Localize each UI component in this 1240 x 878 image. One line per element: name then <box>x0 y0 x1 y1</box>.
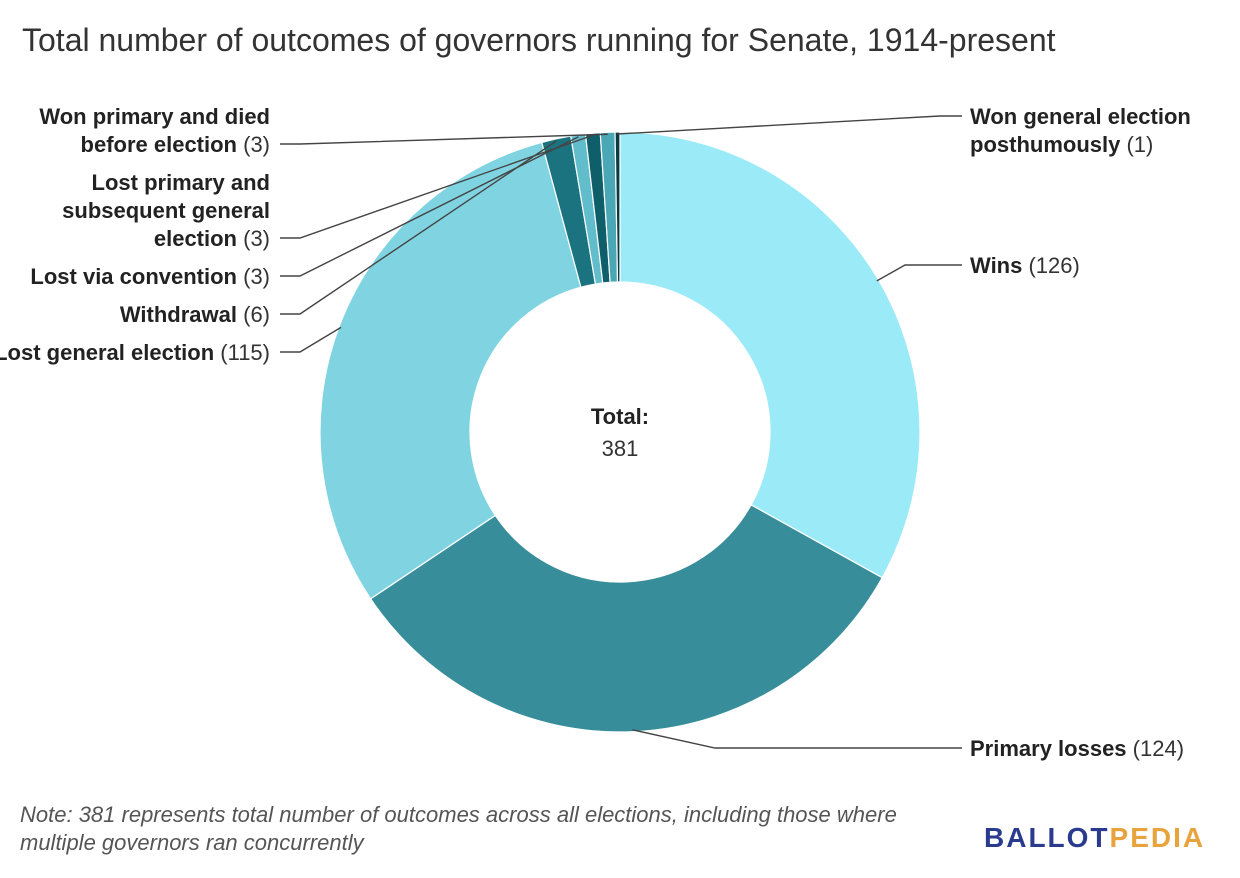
slice-label-line: Lost via convention <box>30 264 237 289</box>
leader-line-won-general-election-posthumously <box>617 115 962 135</box>
slice-label-line: Won general election <box>970 104 1191 129</box>
slice-label-line: subsequent general <box>62 198 270 223</box>
slice-label-count: (126) <box>1022 253 1079 278</box>
slice-label-count: (3) <box>237 132 270 157</box>
slice-label-line: posthumously <box>970 132 1121 157</box>
logo-part-pedia: PEDIA <box>1109 822 1206 853</box>
slice-label-lost-general-election: Lost general election (115) <box>0 340 270 365</box>
labels-group: Wins (126) Primary losses (124) Lost gener… <box>0 104 1191 761</box>
leader-line-lost-general-election <box>280 326 342 353</box>
slice-label-line: Primary losses <box>970 736 1127 761</box>
slice-label-line: before election <box>81 132 237 157</box>
slice-label-won-primary-and-died-before-election: Won primary and died before election (3) <box>39 104 270 157</box>
leader-line-won-primary-and-died-before-election <box>280 133 608 145</box>
slice-label-wins: Wins (126) <box>970 253 1080 278</box>
chart-title: Total number of outcomes of governors ru… <box>22 22 1056 58</box>
slice-label-line: Withdrawal <box>120 302 237 327</box>
slice-label-primary-losses: Primary losses (124) <box>970 736 1184 761</box>
slice-label-count: (1) <box>1120 132 1153 157</box>
slice-label-line: Lost primary and <box>92 170 270 195</box>
slice-label-count: (124) <box>1127 736 1184 761</box>
slice-label-lost-via-convention: Lost via convention (3) <box>30 264 270 289</box>
leader-line-wins <box>876 264 962 282</box>
leader-line-withdrawal <box>280 140 557 315</box>
leader-line-primary-losses <box>632 729 962 749</box>
slice-label-count: (6) <box>237 302 270 327</box>
slice-primary-losses <box>369 504 884 733</box>
slice-label-line: Won primary and died <box>39 104 270 129</box>
slice-label-line: Wins <box>970 253 1022 278</box>
slice-label-count: (3) <box>237 226 270 251</box>
logo-part-ballot: BALLOT <box>984 822 1110 853</box>
ballotpedia-logo: BALLOTPEDIA <box>984 822 1205 854</box>
chart-note: Note: 381 represents total number of out… <box>20 802 897 855</box>
leader-line-lost-primary-and-subsequent-general-election <box>280 134 594 239</box>
slice-label-lost-primary-and-subsequent-general-election: Lost primary and subsequent general electi… <box>62 170 270 251</box>
slice-label-count: (3) <box>237 264 270 289</box>
slice-won-general-election-posthumously <box>614 131 621 283</box>
leader-lines-group <box>280 115 962 749</box>
center-total-label: Total: <box>591 404 649 429</box>
slice-label-won-general-election-posthumously: Won general election posthumously (1) <box>970 104 1191 157</box>
leader-line-lost-via-convention <box>280 136 579 277</box>
center-total-value: 381 <box>602 436 639 461</box>
slice-lost-general-election <box>319 141 582 600</box>
slices-group <box>319 131 921 733</box>
slice-label-line: Lost general election <box>0 340 214 365</box>
slice-label-line: election <box>154 226 237 251</box>
slice-label-count: (115) <box>214 340 270 365</box>
slice-wins <box>619 131 921 579</box>
slice-label-withdrawal: Withdrawal (6) <box>120 302 270 327</box>
